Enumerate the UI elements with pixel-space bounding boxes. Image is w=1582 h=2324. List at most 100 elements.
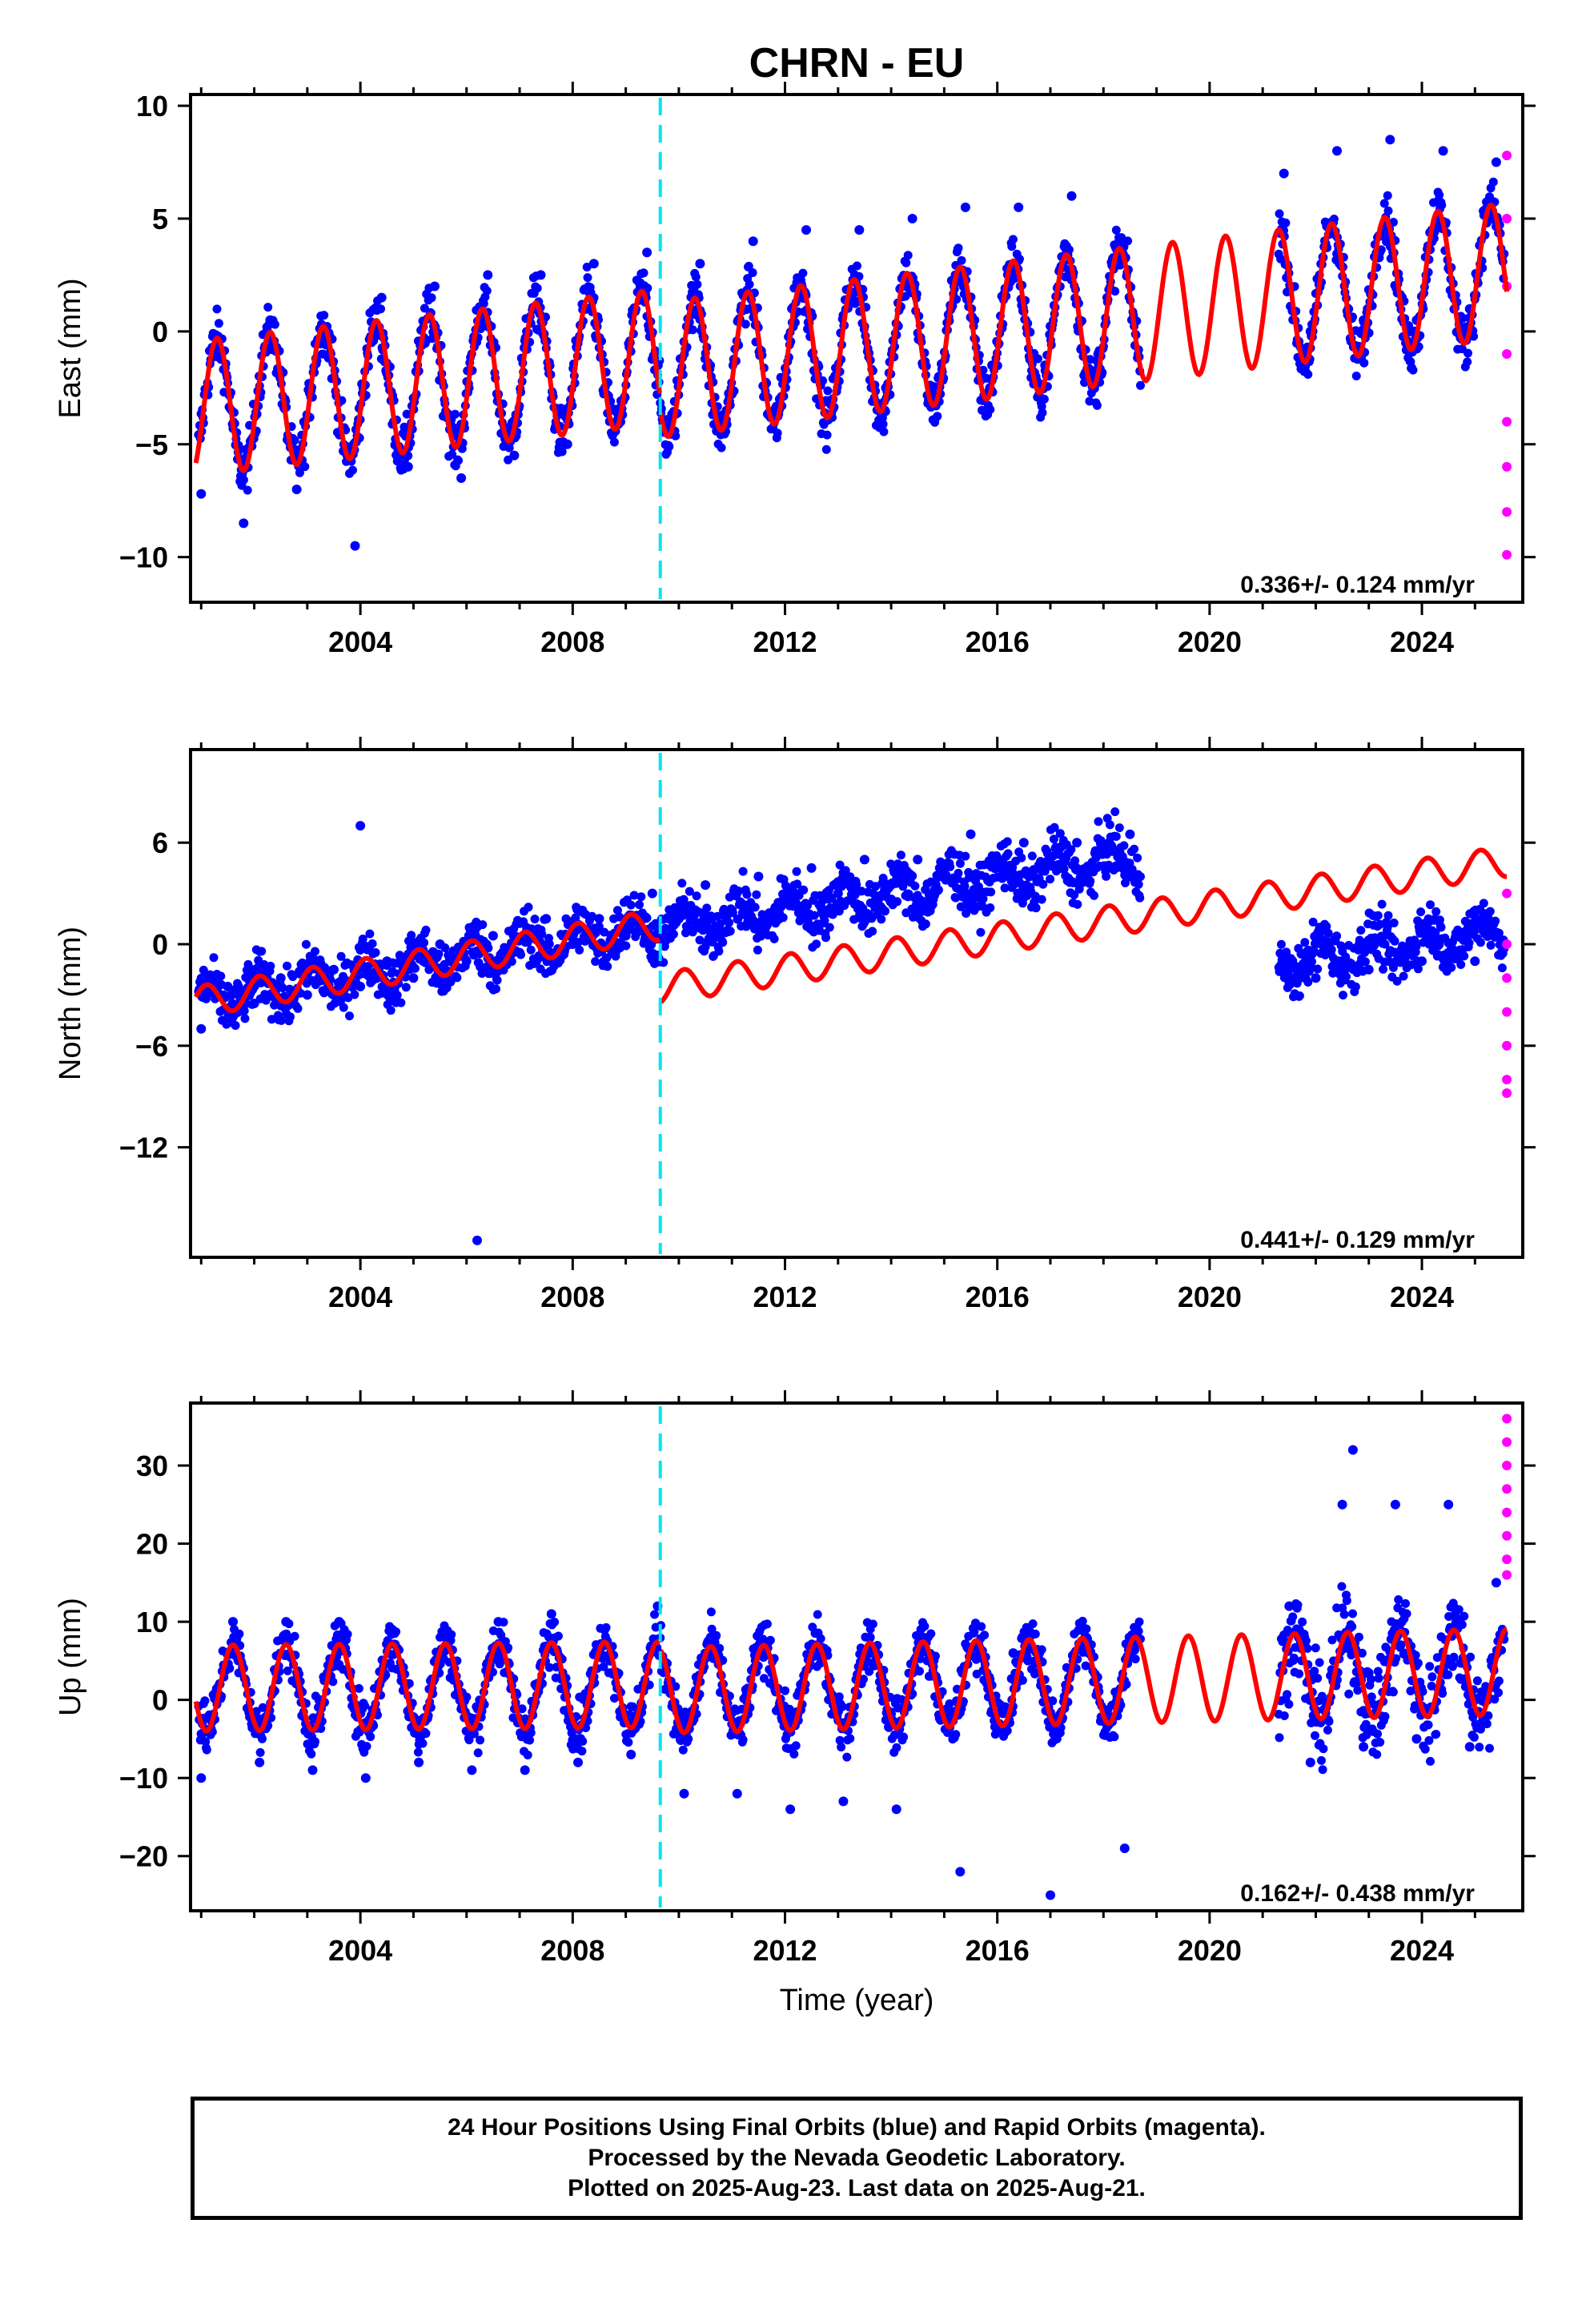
up-final-point: [196, 1773, 207, 1783]
x-tick-label: 2012: [753, 1281, 817, 1313]
up-xlabel: Time (year): [780, 1984, 934, 2017]
up-final-point: [1359, 1742, 1369, 1752]
north-rate-label: 0.441+/- 0.129 mm/yr: [1240, 1227, 1475, 1253]
north-final-point: [1496, 947, 1507, 958]
east-rapid-point: [1502, 549, 1512, 560]
up-rapid-point: [1502, 1554, 1512, 1565]
north-ticks: 2004 2008 2012 2016 2020 2024 6 0 −6 −12: [119, 737, 1536, 1313]
north-rapid-point: [1502, 939, 1512, 949]
north-final-point: [568, 939, 578, 949]
up-final-point: [440, 1624, 451, 1634]
up-final-point: [546, 1609, 556, 1619]
east-rapid-point: [1502, 214, 1512, 223]
up-final-point: [865, 1632, 875, 1642]
north-final-point: [223, 981, 233, 991]
up-final-point: [600, 1624, 610, 1634]
up-plot-frame: [189, 1401, 1524, 1912]
east-final-points: [194, 135, 1509, 551]
east-final-point: [1066, 191, 1077, 201]
x-tick-label: 2004: [328, 1934, 392, 1967]
north-final-point: [461, 956, 472, 967]
east-final-point: [907, 214, 917, 223]
up-final-point: [520, 1765, 530, 1775]
north-final-point: [1311, 973, 1321, 983]
up-rapid-points: [1502, 1413, 1512, 1580]
east-final-point: [588, 259, 599, 269]
north-final-point: [515, 947, 524, 958]
east-final-point: [801, 225, 811, 235]
north-rapid-points: [1502, 888, 1512, 1098]
north-final-point: [541, 914, 552, 924]
east-final-point: [1332, 146, 1342, 156]
north-final-point: [1470, 956, 1480, 967]
north-final-point: [196, 1023, 207, 1034]
north-final-point: [966, 829, 976, 839]
up-rapid-point: [1502, 1530, 1512, 1541]
up-final-point: [1411, 1734, 1422, 1744]
up-final-point: [414, 1757, 424, 1767]
east-final-point: [376, 292, 387, 303]
up-final-point: [785, 1804, 796, 1815]
up-final-point: [838, 1796, 849, 1807]
east-final-point: [1385, 135, 1395, 145]
north-final-point: [833, 888, 843, 899]
up-final-point: [334, 1617, 344, 1627]
north-final-point: [1018, 838, 1029, 848]
east-rapid-point: [1502, 151, 1512, 161]
north-final-point: [1363, 964, 1374, 975]
north-rapid-point: [1502, 1075, 1512, 1085]
y-tick-label: 30: [136, 1449, 168, 1482]
east-final-point: [1438, 146, 1448, 156]
east-final-point: [291, 485, 302, 495]
north-final-point: [355, 821, 366, 831]
chart-title: CHRN - EU: [749, 40, 965, 86]
east-final-point: [536, 270, 546, 280]
x-tick-label: 2012: [753, 1934, 817, 1967]
north-final-point: [1072, 838, 1082, 848]
y-tick-label: 0: [152, 928, 168, 961]
east-final-point: [562, 439, 572, 449]
up-final-point: [255, 1757, 265, 1767]
east-final-point: [265, 315, 275, 325]
x-tick-label: 2020: [1178, 1934, 1242, 1967]
up-final-point: [1046, 1890, 1055, 1900]
east-final-point: [350, 541, 360, 551]
north-final-point: [753, 871, 764, 882]
x-tick-label: 2024: [1390, 625, 1454, 658]
east-final-point: [1491, 157, 1501, 167]
up-final-point: [891, 1804, 901, 1815]
footer-line-2: Processed by the Nevada Geodetic Laborat…: [588, 2145, 1126, 2171]
north-plot-frame: [189, 748, 1524, 1259]
up-final-point: [573, 1757, 583, 1767]
east-rapid-point: [1502, 461, 1512, 472]
up-rapid-point: [1502, 1570, 1512, 1580]
north-final-point: [727, 905, 737, 915]
north-ylabel: North (mm): [54, 927, 87, 1080]
y-tick-label: 10: [136, 1606, 168, 1638]
x-tick-label: 2020: [1178, 625, 1242, 658]
up-rapid-point: [1502, 1484, 1512, 1494]
x-tick-label: 2008: [540, 1281, 604, 1313]
north-final-point: [859, 854, 869, 865]
up-final-point: [360, 1773, 371, 1783]
east-final-point: [695, 259, 705, 269]
north-final-point: [329, 964, 339, 975]
north-final-point: [886, 880, 897, 891]
up-final-point: [1347, 1445, 1358, 1455]
north-final-points: [194, 807, 1509, 1245]
north-final-point: [1390, 947, 1400, 958]
up-final-point: [917, 1632, 928, 1642]
up-final-point: [1119, 1844, 1130, 1853]
x-tick-label: 2012: [753, 625, 817, 658]
y-tick-label: −10: [119, 541, 168, 574]
north-final-point: [302, 990, 312, 1000]
x-tick-label: 2016: [966, 625, 1030, 658]
north-final-point: [620, 931, 631, 941]
x-tick-label: 2020: [1178, 1281, 1242, 1313]
east-final-point: [456, 473, 467, 483]
x-tick-label: 2008: [540, 1934, 604, 1967]
east-rate-label: 0.336+/- 0.124 mm/yr: [1240, 572, 1475, 598]
up-final-point: [955, 1867, 966, 1877]
y-tick-label: 0: [152, 316, 168, 348]
north-final-point: [1284, 964, 1295, 975]
